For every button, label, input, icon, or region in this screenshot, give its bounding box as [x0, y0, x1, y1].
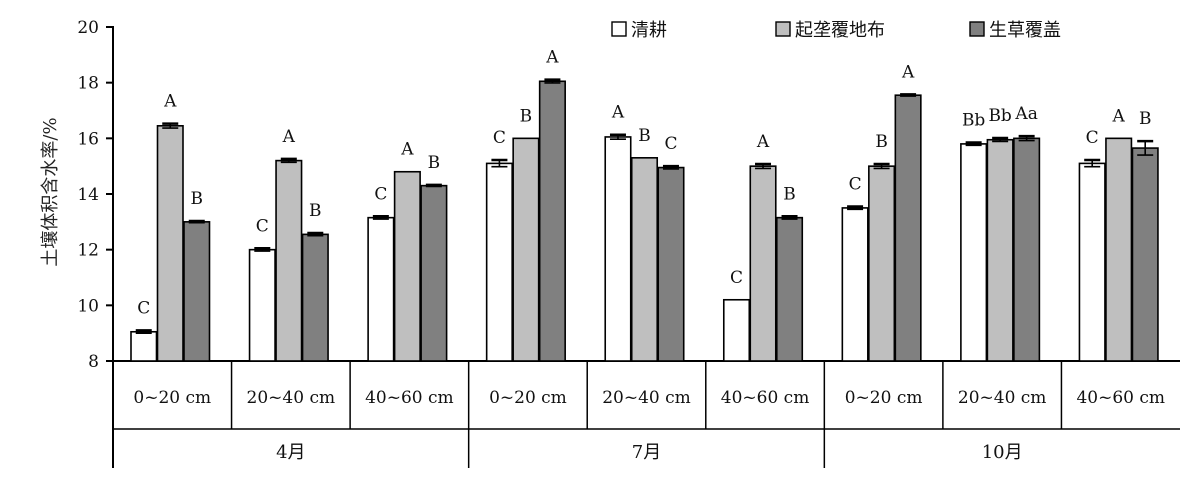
y-tick-label: 10: [77, 296, 99, 316]
significance-label: C: [849, 175, 862, 195]
bar: [868, 165, 896, 362]
bar: [248, 248, 276, 362]
significance-label: B: [520, 106, 533, 126]
bar: [183, 221, 211, 362]
y-tick-label: 18: [77, 74, 99, 94]
bar: [538, 80, 566, 362]
legend: 清耕 起垄覆地布 生草覆盖: [611, 20, 1061, 41]
bar: [485, 162, 513, 362]
bar: [1078, 162, 1106, 362]
bar: [367, 216, 395, 362]
legend-swatch: [775, 21, 791, 37]
significance-label: C: [1086, 128, 1099, 148]
x-group-label: 4月: [276, 442, 305, 463]
bar: [1131, 147, 1159, 362]
significance-label: A: [611, 103, 625, 123]
x-tick-label: 20~40 cm: [247, 388, 336, 408]
significance-label: Bb: [988, 106, 1011, 126]
x-tick-label: 20~40 cm: [958, 388, 1047, 408]
legend-swatch: [611, 21, 627, 37]
x-group-label: 10月: [982, 442, 1023, 463]
significance-label: A: [282, 127, 296, 147]
bar: [393, 170, 421, 362]
bar: [604, 136, 632, 362]
x-tick-label: 40~60 cm: [1076, 388, 1165, 408]
x-tick-label: 0~20 cm: [133, 388, 211, 408]
significance-label: C: [137, 298, 150, 318]
legend-label: 清耕: [631, 20, 667, 41]
y-tick-label: 8: [88, 352, 99, 372]
significance-label: B: [638, 126, 651, 146]
significance-label: C: [664, 134, 677, 154]
bar: [986, 138, 1014, 362]
x-group-label: 7月: [632, 442, 661, 463]
x-tick-label: 0~20 cm: [489, 388, 567, 408]
bar: [657, 166, 685, 362]
x-tick-label: 40~60 cm: [365, 388, 454, 408]
significance-label: A: [901, 62, 915, 82]
bar: [775, 216, 804, 362]
x-tick-label: 0~20 cm: [845, 388, 923, 408]
significance-label: C: [730, 268, 743, 288]
significance-label: B: [309, 201, 322, 221]
significance-label: C: [256, 216, 269, 236]
significance-label: C: [374, 184, 387, 204]
plot-area: 8 10 12 14 16 18 20 0~20 cm 20~40 cm 40~60 cm 0~20…: [77, 18, 1180, 468]
bar: [1105, 137, 1133, 362]
significance-label: A: [1112, 106, 1126, 126]
significance-label: Bb: [962, 111, 985, 131]
x-tick-label: 20~40 cm: [602, 388, 691, 408]
legend-swatch: [969, 21, 985, 37]
significance-label: B: [428, 153, 441, 173]
significance-label: B: [1139, 109, 1152, 129]
bar: [630, 157, 659, 362]
bar: [156, 125, 184, 362]
significance-label: A: [545, 48, 559, 68]
y-tick-label: 20: [77, 18, 99, 38]
significance-label: Aa: [1014, 104, 1037, 124]
bar: [749, 165, 777, 362]
bar: [894, 94, 922, 362]
bar: [512, 137, 540, 362]
legend-label: 起垄覆地布: [795, 20, 885, 41]
bar: [722, 298, 751, 362]
x-tick-label: 40~60 cm: [721, 388, 810, 408]
y-tick-label: 14: [77, 185, 99, 205]
bar: [275, 159, 303, 362]
significance-label: C: [493, 128, 506, 148]
bar: [841, 207, 869, 362]
y-tick-label: 16: [77, 129, 99, 149]
bar: [420, 184, 448, 362]
significance-label: B: [783, 184, 796, 204]
significance-label: A: [400, 140, 414, 160]
significance-label: B: [191, 189, 204, 209]
significance-label: A: [163, 92, 177, 112]
y-axis-label: 土壤体积含水率/%: [40, 117, 61, 266]
significance-label: B: [875, 132, 888, 152]
legend-label: 生草覆盖: [989, 20, 1061, 41]
significance-label: A: [756, 132, 770, 152]
bar: [960, 143, 988, 362]
bar: [1013, 137, 1041, 362]
y-tick-label: 12: [77, 241, 99, 261]
bar: [301, 233, 329, 362]
bar: [130, 330, 158, 362]
